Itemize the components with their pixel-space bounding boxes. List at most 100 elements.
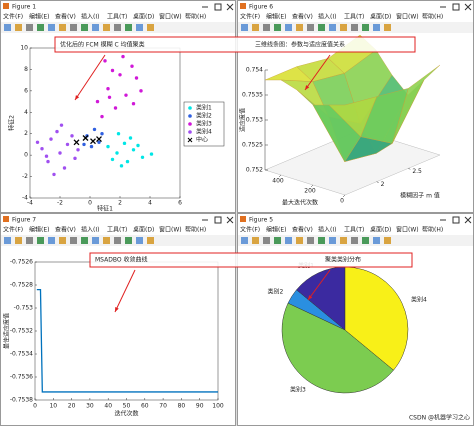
close-button[interactable] — [226, 216, 234, 224]
menu-item[interactable]: 插入(I) — [81, 226, 99, 234]
toolbar-button[interactable] — [351, 24, 358, 31]
menu-item[interactable]: 文件(F) — [3, 13, 23, 21]
toolbar-button[interactable] — [59, 237, 66, 244]
toolbar-button[interactable] — [241, 237, 248, 244]
menu-item[interactable]: 工具(T) — [344, 14, 364, 21]
toolbar-button[interactable] — [37, 24, 44, 31]
toolbar-button[interactable] — [373, 237, 380, 244]
slice-label: 类别3 — [290, 385, 306, 393]
toolbar-button[interactable] — [70, 24, 77, 31]
toolbar-button[interactable] — [125, 24, 132, 31]
toolbar-button[interactable] — [147, 24, 154, 31]
maximize-button[interactable] — [452, 3, 460, 11]
toolbar-button[interactable] — [351, 237, 358, 244]
toolbar-button[interactable] — [252, 24, 259, 31]
menu-item[interactable]: 帮助(H) — [422, 13, 443, 21]
toolbar-button[interactable] — [70, 237, 77, 244]
toolbar-button[interactable] — [81, 237, 88, 244]
toolbar-button[interactable] — [59, 24, 66, 31]
menu-item[interactable]: 查看(V) — [292, 13, 313, 21]
menu-item[interactable]: 编辑(E) — [29, 226, 49, 234]
maximize-button[interactable] — [452, 216, 460, 224]
toolbar-button[interactable] — [103, 237, 110, 244]
toolbar-button[interactable] — [15, 24, 22, 31]
toolbar-button[interactable] — [92, 24, 99, 31]
menu-item[interactable]: 窗口(W) — [396, 13, 419, 21]
menu-item[interactable]: 工具(T) — [107, 227, 127, 234]
toolbar-button[interactable] — [48, 237, 55, 244]
toolbar-button[interactable] — [81, 24, 88, 31]
close-button[interactable] — [464, 216, 472, 224]
toolbar-button[interactable] — [4, 237, 11, 244]
toolbar-button[interactable] — [340, 24, 347, 31]
toolbar-button[interactable] — [274, 24, 281, 31]
menu-item[interactable]: 编辑(E) — [29, 13, 49, 21]
toolbar-button[interactable] — [285, 24, 292, 31]
toolbar-button[interactable] — [373, 24, 380, 31]
toolbar-button[interactable] — [384, 237, 391, 244]
menu-item[interactable]: 帮助(H) — [185, 13, 206, 21]
menu-item[interactable]: 桌面(D) — [133, 226, 154, 234]
menu-item[interactable]: 编辑(E) — [266, 13, 286, 21]
toolbar-button[interactable] — [241, 24, 248, 31]
menu-item[interactable]: 桌面(D) — [370, 226, 391, 234]
toolbar-button[interactable] — [252, 237, 259, 244]
toolbar-button[interactable] — [263, 24, 270, 31]
toolbar-button[interactable] — [147, 237, 154, 244]
toolbar-button[interactable] — [263, 237, 270, 244]
menu-item[interactable]: 插入(I) — [318, 13, 336, 21]
menu-item[interactable]: 工具(T) — [107, 14, 127, 21]
x-axis-label: 特征1 — [97, 205, 113, 213]
toolbar-button[interactable] — [48, 24, 55, 31]
menu-item[interactable]: 文件(F) — [3, 226, 23, 234]
toolbar-button[interactable] — [307, 24, 314, 31]
toolbar-button[interactable] — [136, 237, 143, 244]
toolbar-button[interactable] — [329, 237, 336, 244]
menu-item[interactable]: 查看(V) — [55, 13, 76, 21]
close-button[interactable] — [464, 3, 472, 11]
toolbar-button[interactable] — [125, 237, 132, 244]
toolbar-button[interactable] — [296, 24, 303, 31]
toolbar-button[interactable] — [136, 24, 143, 31]
menu-item[interactable]: 帮助(H) — [422, 226, 443, 234]
toolbar-button[interactable] — [26, 237, 33, 244]
toolbar-button[interactable] — [318, 237, 325, 244]
menu-item[interactable]: 工具(T) — [344, 227, 364, 234]
toolbar-button[interactable] — [37, 237, 44, 244]
toolbar-button[interactable] — [114, 237, 121, 244]
toolbar-button[interactable] — [384, 24, 391, 31]
x-tick-label: 20 — [68, 403, 76, 410]
menu-item[interactable]: 插入(I) — [318, 226, 336, 234]
menu-item[interactable]: 编辑(E) — [266, 226, 286, 234]
menu-item[interactable]: 桌面(D) — [133, 13, 154, 21]
menu-item[interactable]: 窗口(W) — [159, 226, 182, 234]
toolbar-button[interactable] — [103, 24, 110, 31]
menu-item[interactable]: 窗口(W) — [396, 226, 419, 234]
toolbar-button[interactable] — [4, 24, 11, 31]
menu-item[interactable]: 查看(V) — [55, 226, 76, 234]
menu-item[interactable]: 窗口(W) — [159, 13, 182, 21]
toolbar-button[interactable] — [114, 24, 121, 31]
toolbar-button[interactable] — [296, 237, 303, 244]
x-tick-label: 40 — [104, 403, 112, 410]
toolbar-button[interactable] — [26, 24, 33, 31]
menu-item[interactable]: 文件(F) — [240, 13, 260, 21]
menu-item[interactable]: 桌面(D) — [370, 13, 391, 21]
toolbar-button[interactable] — [307, 237, 314, 244]
toolbar-button[interactable] — [318, 24, 325, 31]
toolbar-button[interactable] — [362, 237, 369, 244]
maximize-button[interactable] — [214, 3, 222, 11]
toolbar-button[interactable] — [92, 237, 99, 244]
toolbar-button[interactable] — [285, 237, 292, 244]
close-button[interactable] — [226, 3, 234, 11]
menu-item[interactable]: 查看(V) — [292, 226, 313, 234]
toolbar-button[interactable] — [362, 24, 369, 31]
toolbar-button[interactable] — [274, 237, 281, 244]
menu-item[interactable]: 帮助(H) — [185, 226, 206, 234]
maximize-button[interactable] — [214, 216, 222, 224]
toolbar-button[interactable] — [329, 24, 336, 31]
toolbar-button[interactable] — [15, 237, 22, 244]
menu-item[interactable]: 文件(F) — [240, 226, 260, 234]
menu-item[interactable]: 插入(I) — [81, 13, 99, 21]
toolbar-button[interactable] — [340, 237, 347, 244]
